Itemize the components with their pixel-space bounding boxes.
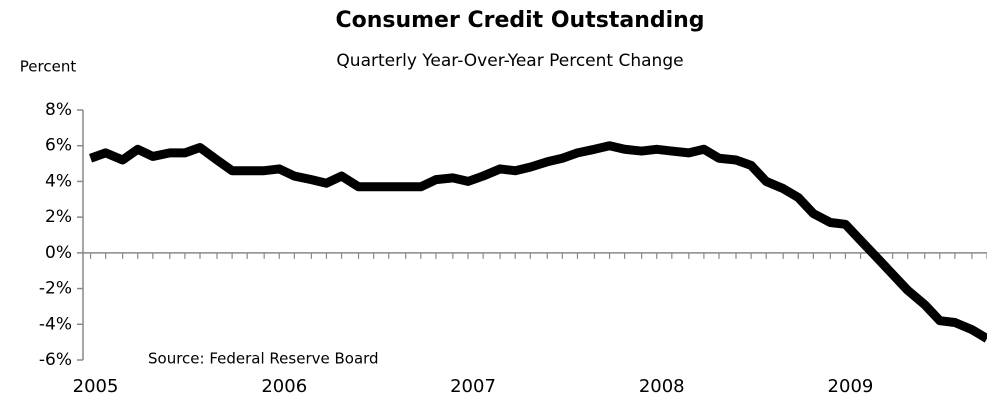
x-tick-label: 2005: [73, 376, 119, 397]
y-tick-label: 0%: [45, 243, 72, 263]
y-tick-label: 2%: [45, 207, 72, 227]
y-tick-label: 8%: [45, 100, 72, 120]
x-tick-label: 2009: [828, 376, 874, 397]
x-tick-label: 2007: [450, 376, 496, 397]
y-axis-label: Percent: [20, 58, 77, 76]
y-tick-label: -6%: [39, 350, 72, 370]
annotation: Source: Federal Reserve Board: [148, 350, 379, 368]
chart-subtitle: Quarterly Year-Over-Year Percent Change: [336, 51, 683, 71]
x-tick-label: 2008: [639, 376, 685, 397]
y-tick-label: -2%: [39, 279, 72, 299]
chart-title: Consumer Credit Outstanding: [335, 8, 704, 33]
y-tick-label: 6%: [45, 136, 72, 156]
y-tick-label: -4%: [39, 314, 72, 334]
x-tick-label: 2006: [261, 376, 307, 397]
y-tick-label: 4%: [45, 171, 72, 191]
data-line: [89, 141, 987, 343]
